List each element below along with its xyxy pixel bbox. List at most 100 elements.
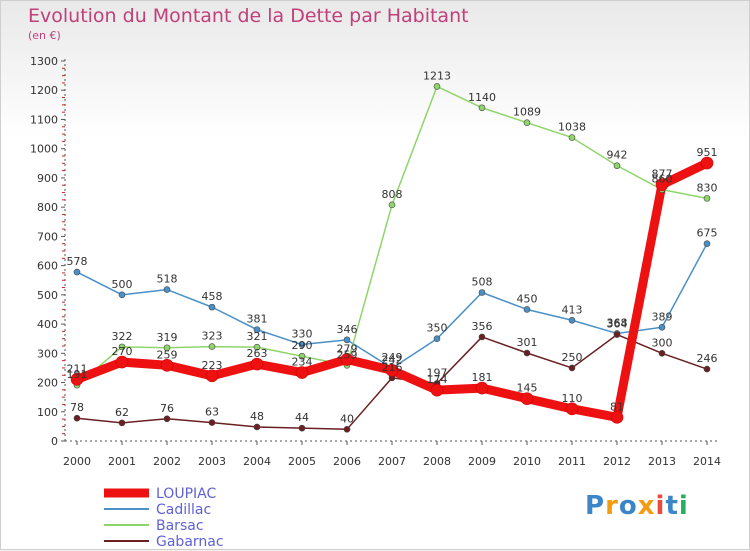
data-label-cadillac: 389 — [652, 310, 673, 323]
data-label-barsac: 1089 — [513, 106, 541, 119]
data-label-cadillac: 249 — [382, 351, 403, 364]
y-tick-label: 200 — [37, 377, 58, 390]
brand-letter: i — [678, 491, 689, 521]
data-label-barsac: 322 — [112, 330, 133, 343]
data-point-gabarnac — [73, 414, 81, 422]
data-label-gabarnac: 78 — [70, 401, 84, 414]
y-tick-label: 100 — [37, 406, 58, 419]
brand-letter: o — [618, 491, 638, 521]
data-point-cadillac — [568, 316, 576, 324]
x-tick-label: 2014 — [693, 455, 721, 468]
data-point-barsac — [433, 83, 441, 90]
data-label-barsac: 191 — [67, 368, 88, 381]
data-point-loupiac — [160, 358, 174, 372]
data-point-loupiac — [385, 363, 399, 377]
data-label-gabarnac: 356 — [472, 320, 493, 333]
brand-letter: i — [655, 491, 666, 521]
data-label-barsac: 808 — [382, 188, 403, 201]
data-label-barsac: 1140 — [468, 91, 496, 104]
data-point-barsac — [298, 352, 306, 360]
data-label-loupiac: 270 — [112, 345, 133, 358]
x-tick-label: 2012 — [603, 455, 631, 468]
data-label-loupiac: 242 — [382, 353, 403, 366]
data-label-gabarnac: 44 — [295, 411, 309, 424]
x-tick-label: 2000 — [63, 455, 91, 468]
data-label-cadillac: 350 — [427, 322, 448, 335]
data-point-gabarnac — [658, 350, 666, 357]
data-point-cadillac — [118, 291, 126, 299]
data-point-gabarnac — [298, 424, 306, 432]
data-point-gabarnac — [118, 419, 126, 427]
data-label-cadillac: 368 — [607, 316, 628, 329]
data-label-cadillac: 450 — [517, 292, 538, 305]
data-label-cadillac: 381 — [247, 313, 268, 326]
legend-label-gabarnac: Gabarnac — [156, 534, 224, 550]
data-label-loupiac: 223 — [202, 359, 223, 372]
data-label-barsac: 290 — [292, 339, 313, 352]
brand-logo: Proxiti — [585, 491, 689, 521]
data-label-loupiac: 234 — [292, 356, 313, 369]
data-point-gabarnac — [478, 333, 486, 341]
x-tick-label: 2001 — [108, 455, 136, 468]
data-label-gabarnac: 216 — [382, 361, 403, 374]
data-label-gabarnac: 364 — [607, 318, 628, 331]
data-point-loupiac — [655, 178, 669, 191]
data-point-loupiac — [520, 392, 534, 405]
data-label-cadillac: 508 — [472, 276, 493, 289]
data-point-cadillac — [343, 336, 351, 344]
data-label-gabarnac: 63 — [205, 406, 219, 419]
data-label-cadillac: 458 — [202, 290, 223, 303]
data-label-cadillac: 500 — [112, 278, 133, 291]
data-point-barsac — [478, 104, 486, 112]
data-label-loupiac: 110 — [562, 392, 583, 405]
data-point-loupiac — [700, 156, 714, 170]
y-tick-label: 0 — [51, 435, 58, 448]
data-label-barsac: 942 — [607, 149, 628, 162]
data-point-cadillac — [208, 303, 216, 311]
y-tick-label: 800 — [37, 201, 58, 214]
data-point-cadillac — [658, 323, 666, 331]
axes: 0 100 200 300 400 500 600 700 800 900 1000 1100 1200… — [30, 55, 721, 468]
data-point-loupiac — [115, 355, 129, 369]
data-label-barsac: 259 — [337, 348, 358, 361]
x-tick-label: 2013 — [648, 455, 676, 468]
data-label-barsac: 321 — [247, 330, 268, 343]
x-tick-label: 2007 — [378, 455, 406, 468]
data-label-loupiac: 951 — [697, 146, 718, 159]
data-label-cadillac: 675 — [697, 227, 718, 240]
data-point-barsac — [163, 344, 171, 352]
x-tick-label: 2009 — [468, 455, 496, 468]
data-label-barsac: 1038 — [558, 121, 586, 134]
data-label-gabarnac: 197 — [427, 366, 448, 379]
chart-title: Evolution du Montant de la Dette par Hab… — [28, 5, 469, 27]
y-tick-label: 1200 — [30, 84, 58, 97]
data-point-loupiac — [205, 369, 219, 383]
data-label-cadillac: 578 — [67, 255, 88, 268]
data-point-barsac — [613, 162, 621, 169]
data-point-loupiac — [430, 383, 444, 397]
data-label-gabarnac: 76 — [160, 402, 174, 415]
y-tick-label: 1300 — [30, 55, 58, 68]
data-point-cadillac — [523, 306, 531, 313]
data-label-cadillac: 330 — [292, 328, 313, 341]
y-tick-label: 300 — [37, 347, 58, 360]
data-point-barsac — [388, 201, 396, 209]
x-tick-label: 2002 — [153, 455, 181, 468]
data-label-gabarnac: 246 — [697, 352, 718, 365]
x-tick-label: 2010 — [513, 455, 541, 468]
data-label-barsac: 830 — [697, 181, 718, 194]
x-tick-label: 2004 — [243, 455, 271, 468]
data-label-barsac: 860 — [652, 173, 673, 186]
data-point-loupiac — [610, 411, 624, 424]
data-point-barsac — [253, 343, 261, 351]
data-point-gabarnac — [208, 419, 216, 426]
data-label-gabarnac: 48 — [250, 410, 264, 423]
y-tick-label: 1100 — [30, 113, 58, 126]
data-label-loupiac: 279 — [337, 342, 358, 355]
data-label-loupiac: 211 — [67, 362, 88, 375]
data-point-gabarnac — [703, 365, 711, 373]
data-label-barsac: 319 — [157, 331, 178, 344]
data-point-cadillac — [163, 286, 171, 293]
